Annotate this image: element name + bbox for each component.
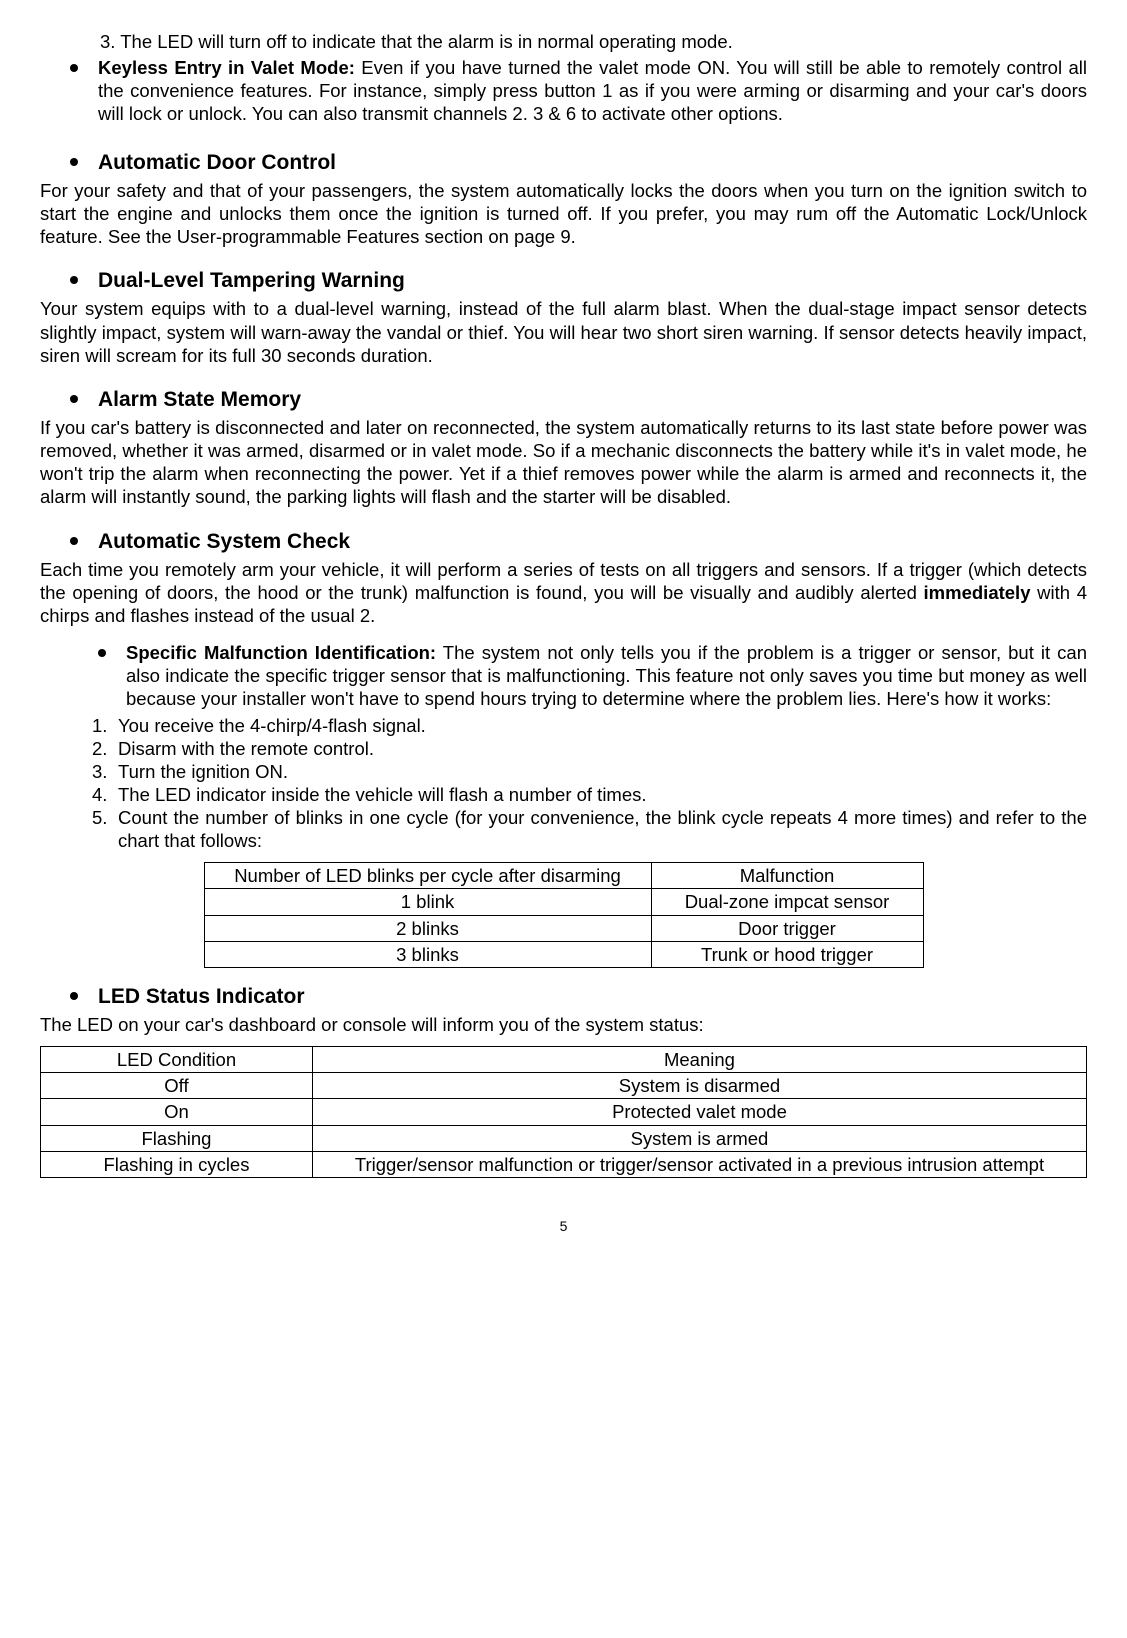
- step-text: Turn the ignition ON.: [118, 760, 1087, 783]
- led-paragraph: The LED on your car's dashboard or conso…: [40, 1013, 1087, 1036]
- asc-heading: Automatic System Check: [98, 529, 350, 555]
- smi-body: Specific Malfunction Identification: The…: [126, 641, 1087, 710]
- step-text: Disarm with the remote control.: [118, 737, 1087, 760]
- table-row: On Protected valet mode: [41, 1099, 1087, 1125]
- table-cell: Protected valet mode: [312, 1099, 1086, 1125]
- asc-heading-row: Automatic System Check: [70, 529, 1087, 555]
- table-cell: Flashing in cycles: [41, 1151, 313, 1177]
- table-header-cell: Meaning: [312, 1047, 1086, 1073]
- bullet-icon: [70, 537, 78, 545]
- led-table: LED Condition Meaning Off System is disa…: [40, 1046, 1087, 1178]
- step-text: Count the number of blinks in one cycle …: [118, 806, 1087, 852]
- table-cell: 1 blink: [204, 889, 651, 915]
- asm-paragraph: If you car's battery is disconnected and…: [40, 416, 1087, 509]
- table-row: LED Condition Meaning: [41, 1047, 1087, 1073]
- dltw-heading: Dual-Level Tampering Warning: [98, 268, 405, 294]
- bullet-icon: [98, 649, 106, 657]
- table-row: 1 blink Dual-zone impcat sensor: [204, 889, 923, 915]
- table-row: 2 blinks Door trigger: [204, 915, 923, 941]
- asm-heading-row: Alarm State Memory: [70, 387, 1087, 413]
- led-heading-row: LED Status Indicator: [70, 984, 1087, 1010]
- bullet-icon: [70, 992, 78, 1000]
- table-cell: Dual-zone impcat sensor: [651, 889, 923, 915]
- table-header-cell: Malfunction: [651, 863, 923, 889]
- list-item: 4.The LED indicator inside the vehicle w…: [92, 783, 1087, 806]
- table-cell: Trunk or hood trigger: [651, 941, 923, 967]
- table-cell: Off: [41, 1073, 313, 1099]
- blink-table: Number of LED blinks per cycle after dis…: [204, 862, 924, 968]
- table-cell: System is armed: [312, 1125, 1086, 1151]
- adc-heading-row: Automatic Door Control: [70, 150, 1087, 176]
- smi-steps: 1.You receive the 4-chirp/4-flash signal…: [92, 714, 1087, 853]
- list-item: 3.Turn the ignition ON.: [92, 760, 1087, 783]
- list-item: 1.You receive the 4-chirp/4-flash signal…: [92, 714, 1087, 737]
- smi-bullet: Specific Malfunction Identification: The…: [98, 641, 1087, 710]
- list-item: 2.Disarm with the remote control.: [92, 737, 1087, 760]
- asc-paragraph: Each time you remotely arm your vehicle,…: [40, 558, 1087, 627]
- table-row: Number of LED blinks per cycle after dis…: [204, 863, 923, 889]
- table-cell: On: [41, 1099, 313, 1125]
- bullet-icon: [70, 276, 78, 284]
- bullet-icon: [70, 64, 78, 72]
- table-cell: 3 blinks: [204, 941, 651, 967]
- table-row: Flashing System is armed: [41, 1125, 1087, 1151]
- asm-heading: Alarm State Memory: [98, 387, 301, 413]
- keyless-bullet: Keyless Entry in Valet Mode: Even if you…: [70, 56, 1087, 125]
- table-row: Flashing in cycles Trigger/sensor malfun…: [41, 1151, 1087, 1177]
- list-item: 5.Count the number of blinks in one cycl…: [92, 806, 1087, 852]
- table-cell: Door trigger: [651, 915, 923, 941]
- table-cell: Flashing: [41, 1125, 313, 1151]
- dltw-heading-row: Dual-Level Tampering Warning: [70, 268, 1087, 294]
- asc-p1b: immediately: [924, 582, 1031, 603]
- page-number: 5: [40, 1218, 1087, 1236]
- table-header-cell: LED Condition: [41, 1047, 313, 1073]
- bullet-icon: [70, 395, 78, 403]
- adc-heading: Automatic Door Control: [98, 150, 336, 176]
- bullet-icon: [70, 158, 78, 166]
- step-text: The LED indicator inside the vehicle wil…: [118, 783, 1087, 806]
- table-row: Off System is disarmed: [41, 1073, 1087, 1099]
- smi-title: Specific Malfunction Identification:: [126, 642, 436, 663]
- keyless-body: Keyless Entry in Valet Mode: Even if you…: [98, 56, 1087, 125]
- table-cell: System is disarmed: [312, 1073, 1086, 1099]
- table-cell: Trigger/sensor malfunction or trigger/se…: [312, 1151, 1086, 1177]
- dltw-paragraph: Your system equips with to a dual-level …: [40, 297, 1087, 366]
- table-row: 3 blinks Trunk or hood trigger: [204, 941, 923, 967]
- table-header-cell: Number of LED blinks per cycle after dis…: [204, 863, 651, 889]
- step-3-text: 3. The LED will turn off to indicate tha…: [100, 30, 1087, 53]
- step-text: You receive the 4-chirp/4-flash signal.: [118, 714, 1087, 737]
- table-cell: 2 blinks: [204, 915, 651, 941]
- keyless-title: Keyless Entry in Valet Mode:: [98, 57, 355, 78]
- led-heading: LED Status Indicator: [98, 984, 305, 1010]
- adc-paragraph: For your safety and that of your passeng…: [40, 179, 1087, 248]
